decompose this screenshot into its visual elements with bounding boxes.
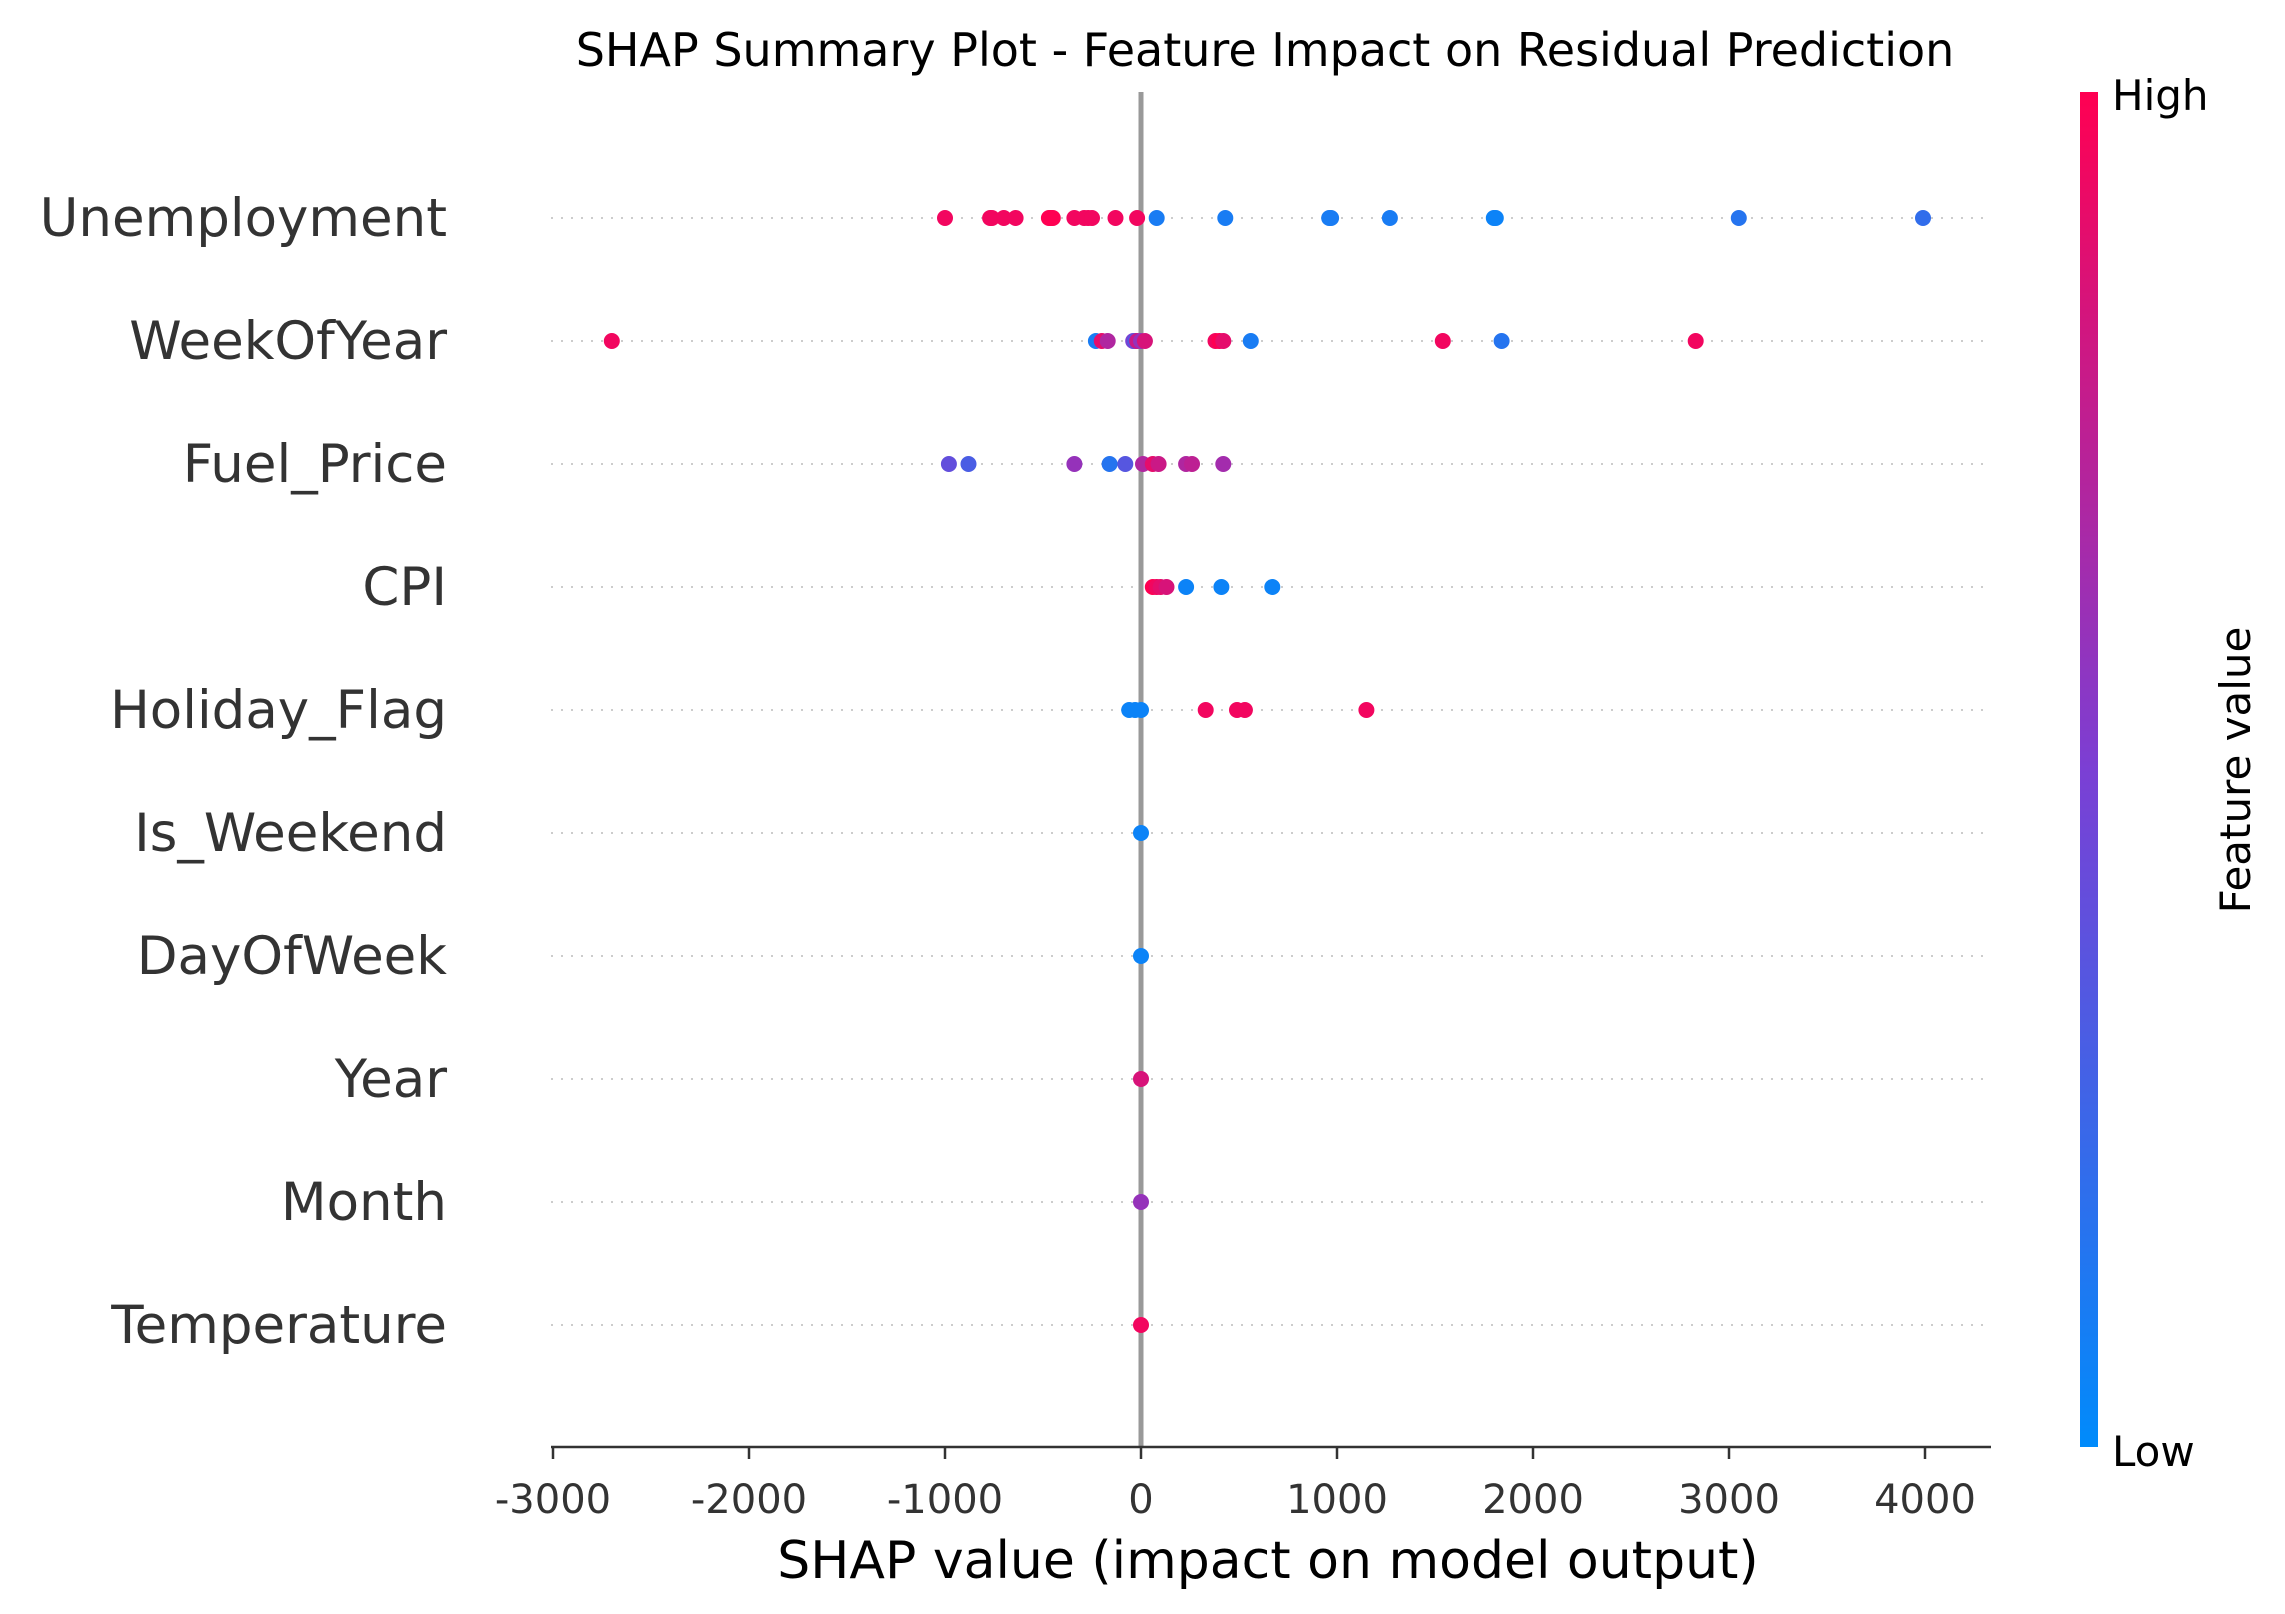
shap-point <box>1007 210 1024 226</box>
shap-point <box>1264 579 1281 595</box>
shap-point <box>940 456 957 472</box>
shap-point <box>1381 210 1398 226</box>
x-tick-label: 2000 <box>1482 1477 1584 1523</box>
shap-point <box>1215 456 1232 472</box>
shap-point <box>1197 702 1214 718</box>
shap-point <box>1217 210 1234 226</box>
shap-point <box>1158 579 1175 595</box>
colorbar <box>2080 92 2098 1447</box>
shap-point <box>1117 456 1134 472</box>
shap-point <box>1148 210 1165 226</box>
shap-points <box>603 210 1931 1333</box>
feature-label: Fuel_Price <box>183 434 447 495</box>
shap-point <box>1215 333 1232 349</box>
chart-title: SHAP Summary Plot - Feature Impact on Re… <box>576 23 1955 77</box>
shap-point <box>1687 333 1704 349</box>
shap-point <box>1084 210 1100 226</box>
shap-point <box>1099 333 1116 349</box>
shap-point <box>1915 210 1931 226</box>
feature-label: Holiday_Flag <box>110 680 447 741</box>
shap-point <box>1358 702 1375 718</box>
shap-point <box>1133 1194 1149 1210</box>
feature-label: Year <box>334 1049 447 1110</box>
feature-row-guides <box>551 217 1991 1326</box>
shap-point <box>1434 333 1451 349</box>
shap-point <box>1487 210 1504 226</box>
shap-point <box>1136 333 1153 349</box>
shap-point <box>1236 702 1253 718</box>
x-tick-label: -1000 <box>887 1477 1003 1523</box>
feature-labels: Unemployment WeekOfYear Fuel_Price CPI Holid… <box>40 188 448 1356</box>
shap-point <box>1184 456 1200 472</box>
colorbar-low-label: Low <box>2112 1427 2195 1476</box>
x-tick-label: -2000 <box>691 1477 807 1523</box>
x-tick-label: 4000 <box>1874 1477 1976 1523</box>
shap-point <box>960 456 977 472</box>
feature-label: CPI <box>362 557 447 618</box>
shap-point <box>1133 948 1149 964</box>
shap-point <box>1133 825 1149 841</box>
shap-point <box>1133 1317 1149 1333</box>
shap-point <box>1133 1071 1149 1087</box>
x-tick-label: 1000 <box>1286 1477 1388 1523</box>
feature-label: Temperature <box>110 1295 447 1356</box>
x-tick-label: 0 <box>1128 1477 1153 1523</box>
shap-point <box>1066 456 1083 472</box>
shap-point <box>1129 210 1146 226</box>
shap-point <box>1044 210 1061 226</box>
shap-point <box>603 333 620 349</box>
shap-point <box>1730 210 1747 226</box>
colorbar-title: Feature value <box>2211 627 2260 914</box>
feature-label: Is_Weekend <box>134 803 447 864</box>
feature-label: DayOfWeek <box>137 926 448 987</box>
shap-point <box>984 210 1000 226</box>
shap-point <box>1101 456 1118 472</box>
shap-point <box>1150 456 1167 472</box>
shap-point <box>937 210 953 226</box>
shap-point <box>1242 333 1259 349</box>
x-tick-label: -3000 <box>495 1477 611 1523</box>
shap-point <box>1178 579 1195 595</box>
shap-point <box>1493 333 1510 349</box>
colorbar-high-label: High <box>2112 71 2209 120</box>
feature-label: WeekOfYear <box>129 311 447 372</box>
shap-point <box>1323 210 1340 226</box>
shap-point <box>1133 702 1149 718</box>
shap-point <box>1213 579 1230 595</box>
x-axis-ticks: -3000 -2000 -1000 0 1000 2000 3000 4000 <box>495 1447 1976 1523</box>
feature-label: Month <box>281 1172 447 1233</box>
feature-label: Unemployment <box>40 188 447 249</box>
x-tick-label: 3000 <box>1678 1477 1780 1523</box>
x-axis-label: SHAP value (impact on model output) <box>777 1531 1758 1591</box>
shap-point <box>1107 210 1124 226</box>
shap-point <box>995 210 1012 226</box>
